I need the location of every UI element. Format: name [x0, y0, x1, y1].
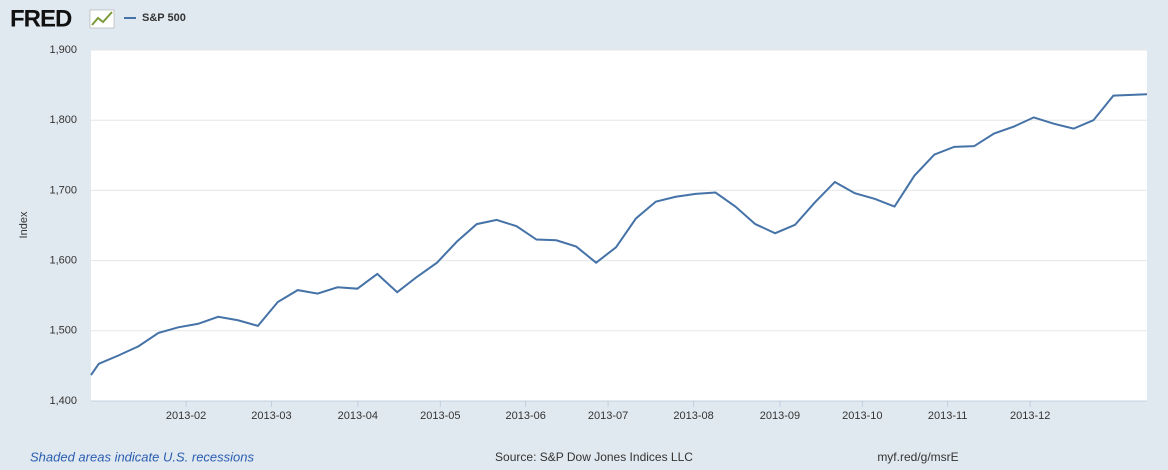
- x-tick-label: 2013-09: [760, 410, 800, 422]
- plot-area: [91, 50, 1147, 401]
- x-tick-label: 2013-04: [338, 410, 378, 422]
- y-tick-label: 1,400: [49, 395, 77, 407]
- x-tick-label: 2013-12: [1010, 410, 1050, 422]
- recession-note[interactable]: Shaded areas indicate U.S. recessions: [30, 449, 255, 464]
- y-tick-label: 1,900: [49, 44, 77, 56]
- x-tick-label: 2013-08: [673, 410, 713, 422]
- y-axis-label: Index: [18, 211, 30, 238]
- brand-logo: FRED: [10, 5, 72, 32]
- x-tick-label: 2013-02: [166, 410, 206, 422]
- x-tick-label: 2013-10: [842, 410, 882, 422]
- y-tick-label: 1,600: [49, 255, 77, 267]
- source-note: Source: S&P Dow Jones Indices LLC: [495, 450, 693, 464]
- series-line: [90, 93, 1148, 376]
- x-tick-label: 2013-07: [588, 410, 628, 422]
- x-tick-label: 2013-05: [420, 410, 460, 422]
- y-tick-label: 1,500: [49, 325, 77, 337]
- logo-icon: [89, 9, 115, 29]
- y-tick-label: 1,800: [49, 114, 77, 126]
- legend-label: S&P 500: [142, 12, 186, 24]
- x-tick-label: 2013-11: [928, 410, 968, 422]
- y-tick-label: 1,700: [49, 184, 77, 196]
- short-url[interactable]: myf.red/g/msrE: [877, 450, 958, 464]
- x-tick-label: 2013-03: [251, 410, 291, 422]
- x-tick-label: 2013-06: [506, 410, 546, 422]
